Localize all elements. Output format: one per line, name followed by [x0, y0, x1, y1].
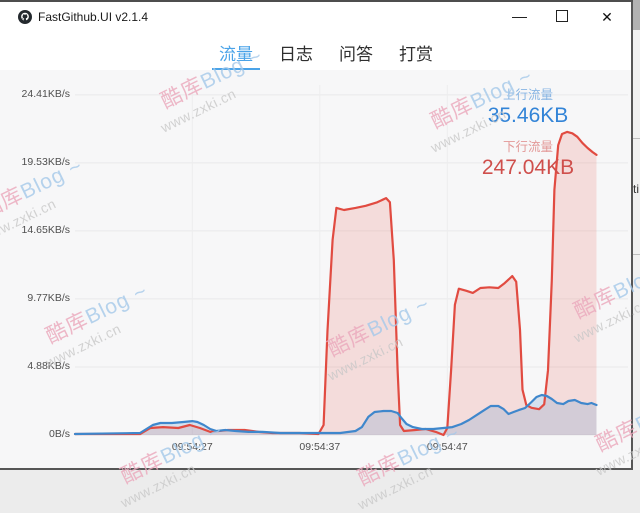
y-axis-tick-label: 9.77KB/s	[27, 291, 70, 304]
y-axis-tick-label: 24.41KB/s	[21, 87, 70, 100]
traffic-chart-panel: 24.41KB/s 19.53KB/s 14.65KB/s 9.77KB/s 4.88K…	[0, 70, 631, 468]
close-icon: ✕	[601, 9, 613, 25]
tab-donate[interactable]: 打赏	[388, 32, 444, 70]
traffic-area-chart	[73, 85, 628, 437]
tab-traffic-label: 流量	[219, 45, 253, 64]
upload-area-fill	[75, 395, 597, 435]
window-title: FastGithub.UI v2.1.4	[38, 10, 149, 24]
tab-qa-label: 问答	[339, 45, 373, 64]
fastgithub-window: FastGithub.UI v2.1.4 ✕ 流量 日志 问答 打赏 24.41…	[0, 2, 633, 470]
download-area-fill	[75, 131, 597, 435]
tab-traffic[interactable]: 流量	[208, 32, 264, 70]
background-window-strip: ti	[633, 0, 640, 480]
x-axis-tick-label: 09:54:37	[299, 441, 341, 453]
background-window-line	[633, 254, 640, 255]
close-button[interactable]: ✕	[590, 2, 624, 32]
active-tab-underline	[212, 68, 260, 70]
y-axis-tick-label: 14.65KB/s	[21, 223, 70, 236]
github-octocat-icon	[18, 10, 32, 24]
tab-donate-label: 打赏	[399, 45, 433, 64]
background-window-line	[633, 138, 640, 139]
desktop-backdrop	[0, 470, 640, 480]
y-axis-tick-label: 19.53KB/s	[21, 155, 70, 168]
tab-logs[interactable]: 日志	[268, 32, 324, 70]
download-legend-label: 下行流量	[502, 140, 553, 154]
upload-total-value: 35.46KB	[487, 104, 569, 127]
download-total-value: 247.04KB	[481, 156, 575, 179]
background-window-text-fragment: ti	[633, 182, 639, 196]
upload-line	[73, 393, 598, 436]
titlebar[interactable]: FastGithub.UI v2.1.4 ✕	[0, 2, 631, 32]
tab-qa[interactable]: 问答	[328, 32, 384, 70]
tab-logs-label: 日志	[279, 45, 313, 64]
minimize-button[interactable]	[502, 2, 536, 32]
upload-legend-label: 上行流量	[502, 88, 553, 102]
background-window-header	[633, 0, 640, 30]
maximize-icon	[556, 10, 568, 22]
maximize-button[interactable]	[545, 2, 579, 32]
y-axis-tick-label: 4.88KB/s	[27, 360, 70, 372]
x-axis-tick-label: 09:54:27	[171, 441, 213, 453]
window-top-border	[0, 0, 640, 2]
chart-legend: 上行流量 35.46KB 下行流量 247.04KB	[458, 88, 598, 192]
minimize-icon	[512, 17, 527, 18]
y-axis-tick-label: 0B/s	[48, 428, 70, 440]
x-axis-tick-label: 09:54:47	[426, 441, 468, 453]
tab-bar: 流量 日志 问答 打赏	[200, 32, 448, 70]
